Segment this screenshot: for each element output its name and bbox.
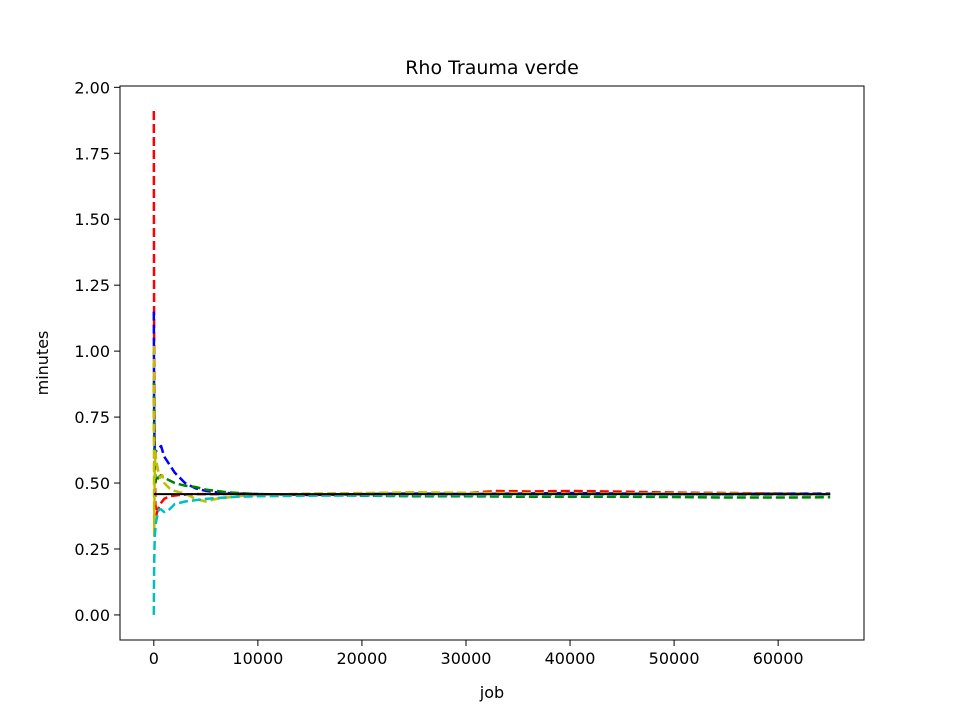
x-axis-label: job bbox=[479, 683, 504, 702]
x-tick-label: 60000 bbox=[753, 649, 804, 668]
plot-area bbox=[119, 85, 865, 641]
x-axis: 0 10000 20000 30000 40000 50000 60000 bbox=[149, 640, 804, 668]
plot-frame bbox=[119, 85, 865, 641]
y-tick-label: 1.25 bbox=[74, 276, 110, 295]
y-tick-label: 1.75 bbox=[74, 144, 110, 163]
x-tick-label: 30000 bbox=[441, 649, 492, 668]
y-tick-label: 0.25 bbox=[74, 540, 110, 559]
series-line-3 bbox=[152, 382, 831, 499]
chart-title: Rho Trauma verde bbox=[405, 57, 579, 79]
y-tick-label: 0.50 bbox=[74, 474, 110, 493]
y-tick-label: 1.00 bbox=[74, 342, 110, 361]
y-tick-label: 0.00 bbox=[74, 606, 110, 625]
y-axis-label: minutes bbox=[33, 331, 52, 396]
x-tick-label: 10000 bbox=[232, 649, 283, 668]
y-tick-label: 2.00 bbox=[74, 78, 110, 97]
y-tick-label: 1.50 bbox=[74, 210, 110, 229]
y-tick-label: 0.75 bbox=[74, 408, 110, 427]
x-tick-label: 0 bbox=[149, 649, 159, 668]
x-tick-label: 20000 bbox=[336, 649, 387, 668]
x-tick-label: 40000 bbox=[545, 649, 596, 668]
y-axis: 0.00 0.25 0.50 0.75 1.00 1.25 1.50 1.75 2.00 bbox=[74, 78, 120, 625]
x-tick-label: 50000 bbox=[649, 649, 700, 668]
series-layer bbox=[152, 111, 831, 615]
